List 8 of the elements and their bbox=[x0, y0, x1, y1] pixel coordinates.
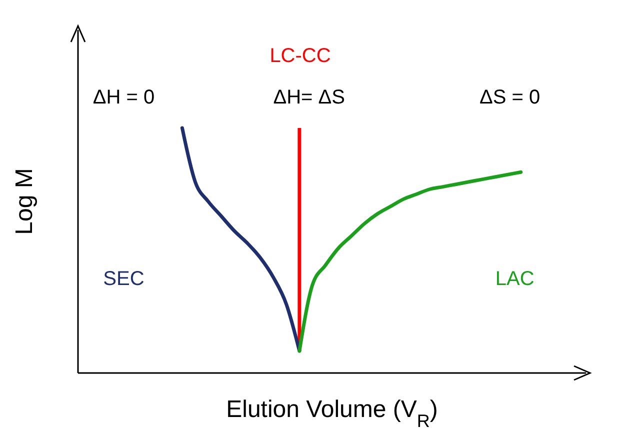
text: LAC bbox=[495, 268, 534, 290]
x-axis-title: Elution Volume (V$_{R}$) bbox=[226, 396, 438, 431]
y-axis-title: Log M bbox=[11, 168, 38, 235]
text: ΔH= ΔS bbox=[273, 86, 346, 108]
text: ΔH = 0 bbox=[92, 86, 155, 108]
text: SEC bbox=[103, 268, 144, 290]
text: ΔS = 0 bbox=[479, 86, 540, 108]
text: LC-CC bbox=[270, 44, 331, 67]
